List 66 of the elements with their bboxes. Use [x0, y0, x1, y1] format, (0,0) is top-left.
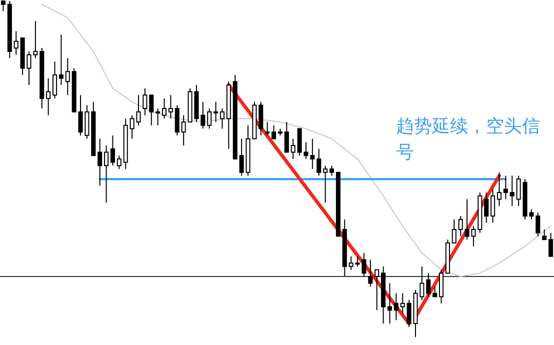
candlestick — [162, 98, 167, 120]
candlestick — [471, 226, 476, 247]
candlestick — [426, 272, 431, 298]
candlestick — [542, 228, 547, 240]
candlestick — [104, 144, 109, 204]
candlestick — [310, 138, 315, 170]
candlestick — [284, 121, 289, 153]
candlestick — [214, 101, 218, 122]
candlestick — [329, 165, 334, 176]
candlestick — [323, 165, 328, 204]
candlestick — [464, 198, 470, 240]
candlestick — [14, 30, 18, 56]
candlestick — [265, 121, 270, 136]
candlestick — [33, 20, 38, 59]
candlestick — [529, 208, 534, 220]
candlestick — [406, 300, 412, 328]
candlestick — [374, 269, 380, 311]
candlestick — [387, 282, 392, 324]
candlestick — [142, 88, 148, 116]
candlestick — [0, 0, 6, 12]
candlestick — [239, 138, 244, 176]
candlestick — [220, 108, 225, 130]
candlestick — [46, 78, 51, 116]
candlestick — [368, 259, 373, 288]
candlestick — [536, 212, 540, 237]
candlestick — [394, 292, 398, 321]
candlestick — [490, 188, 496, 224]
candlestick — [156, 108, 160, 126]
candlestick — [116, 155, 122, 170]
candlestick — [181, 114, 186, 146]
candlestick — [316, 148, 322, 176]
candlestick — [304, 142, 308, 160]
candlestick — [98, 138, 102, 186]
candlestick — [420, 266, 424, 301]
candlestick — [458, 216, 463, 237]
candlestick — [136, 94, 141, 126]
candlestick — [355, 256, 360, 267]
candlestick — [272, 124, 276, 140]
candlestick — [258, 101, 264, 136]
candlestick — [496, 172, 502, 206]
candlestick — [510, 175, 514, 206]
candlestick — [348, 256, 354, 270]
candlestick — [110, 134, 116, 166]
candlestick — [200, 101, 206, 130]
candlestick — [516, 175, 521, 206]
candlestick — [400, 292, 405, 314]
candlestick — [438, 269, 444, 304]
candlestick — [26, 50, 32, 86]
candlestick — [174, 104, 180, 136]
candlestick — [432, 286, 438, 298]
candlestick — [290, 138, 296, 160]
candlestick — [78, 94, 83, 136]
candlestick — [452, 218, 456, 244]
candlestick — [149, 94, 154, 126]
candlestick — [65, 58, 70, 96]
annotation: 趋势延续，空头信号 — [396, 115, 541, 165]
candlestick — [503, 175, 508, 200]
candlestick — [207, 108, 212, 130]
candlestick — [58, 34, 64, 86]
candlestick — [168, 94, 173, 120]
candlestick — [362, 252, 366, 278]
candlestick — [484, 192, 489, 224]
candlestick — [52, 60, 58, 99]
candlestick — [548, 232, 554, 257]
candlestick — [130, 114, 134, 140]
candlestick — [84, 104, 90, 140]
